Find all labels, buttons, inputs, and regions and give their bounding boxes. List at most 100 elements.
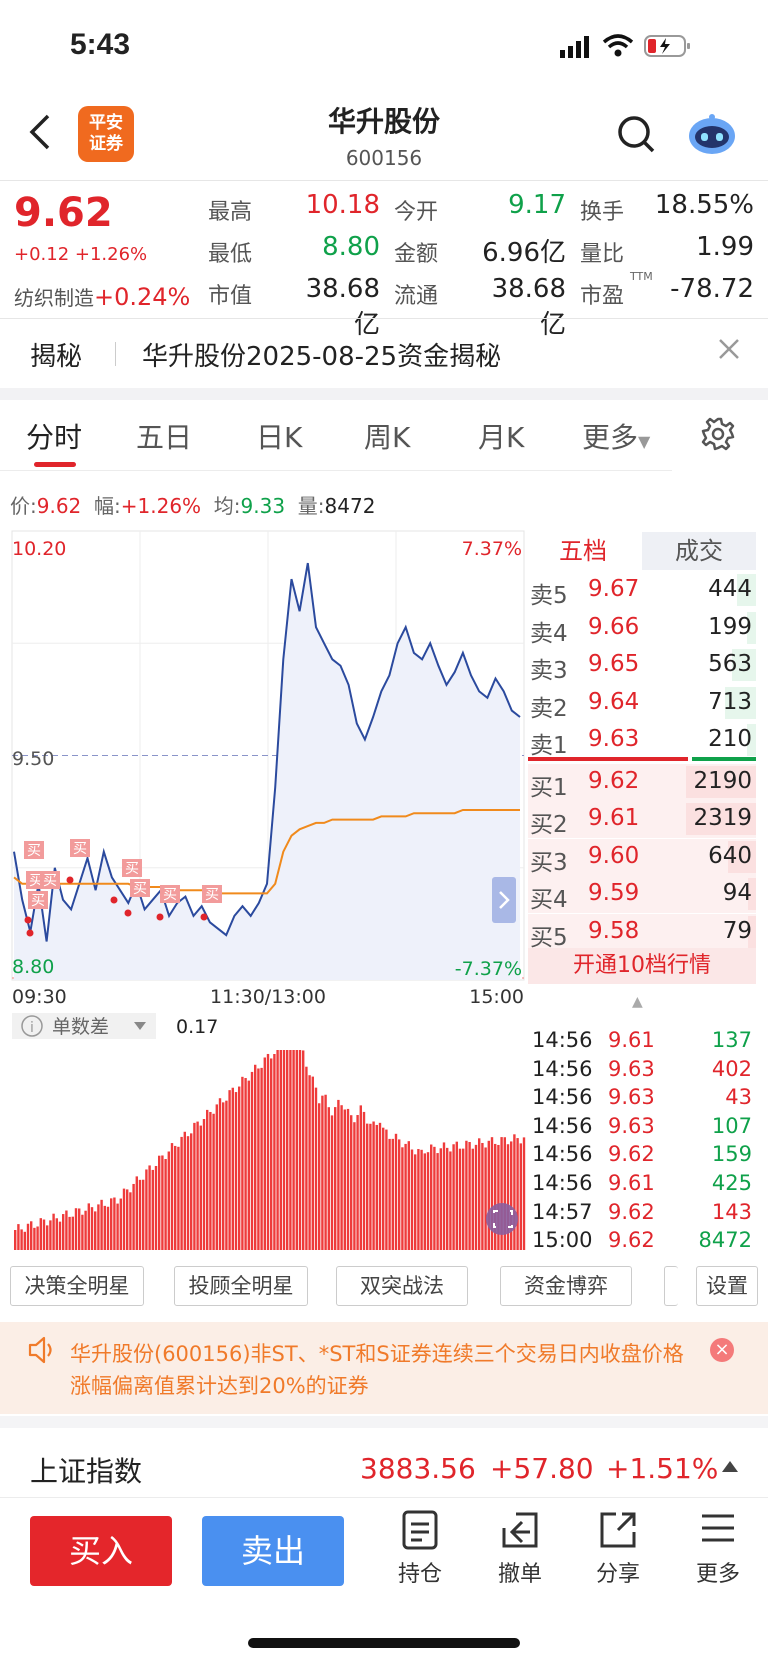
chart-info-line: 价:9.62 幅:+1.26% 均:9.33 量:8472 [10,494,376,518]
tab-more[interactable]: 更多▼ [582,421,651,454]
histogram-bar [270,1058,273,1250]
histogram-bar [132,1183,135,1250]
settings-chip[interactable]: 设置 [696,1266,758,1306]
bid-row[interactable]: 买4 9.59 94 [528,876,756,913]
close-icon[interactable] [714,334,744,364]
tab-daily-k[interactable]: 日K [256,421,303,454]
ask-row[interactable]: 卖4 9.66 199 [528,610,756,647]
sell-button[interactable]: 卖出 [202,1516,344,1586]
ask-row[interactable]: 卖2 9.64 713 [528,685,756,722]
histogram-bar [276,1050,279,1250]
histogram-bar [36,1226,39,1250]
histogram-bar [433,1146,436,1250]
histogram-bar [375,1124,378,1250]
ask-row[interactable]: 卖5 9.67 444 [528,572,756,609]
quote-value: 18.55% [654,190,754,220]
histogram-bar [478,1138,481,1250]
buy-marker-bg [24,841,44,859]
buy-marker-bg [160,885,180,903]
trade-price: 9.62 [608,1142,655,1167]
back-icon[interactable] [22,112,62,152]
bid-row[interactable]: 买1 9.62 2190 [528,763,756,801]
industry-link[interactable]: 纺织制造+0.24% [14,283,191,311]
search-icon[interactable] [616,114,656,154]
section-gap [0,388,768,400]
histogram-bar [55,1218,58,1250]
histogram-bar [343,1109,346,1250]
ttm-label: TTM [630,270,653,283]
notice-text[interactable]: 华升股份(600156)非ST、*ST和S证券连续三个交易日内收盘价格涨幅偏离值… [70,1342,684,1398]
histogram-bar [372,1121,375,1250]
cancel-order-button[interactable]: 撤单 [480,1510,560,1588]
trade-volume: 143 [711,1199,752,1224]
histogram-bar [23,1231,26,1250]
histogram-bar [180,1136,183,1250]
histogram-bar [167,1151,170,1250]
quote-label: 量比 [580,242,625,267]
positions-button[interactable]: 持仓 [380,1510,460,1588]
histogram-bar [212,1113,215,1250]
histogram-bar [430,1144,433,1250]
histogram-bar [353,1122,356,1250]
trade-row: 14:56 9.63 107 [532,1112,756,1140]
histogram-bar [410,1149,414,1250]
histogram-bar [295,1050,298,1250]
trade-price: 9.62 [608,1228,655,1253]
tab-five-day[interactable]: 五日 [136,421,193,454]
gear-icon[interactable] [700,416,736,452]
histogram-bar [305,1066,308,1250]
bid-row[interactable]: 买3 9.60 640 [528,838,756,876]
histogram-bar [423,1153,426,1250]
robot-assistant-icon[interactable] [686,112,738,156]
trade-dot [66,876,74,884]
capital-game-chip[interactable]: 资金博弈 [500,1266,632,1306]
double-break-chip[interactable]: 双突战法 [336,1266,468,1306]
histogram-bar [506,1144,510,1250]
share-button[interactable]: 分享 [578,1510,658,1588]
buy-button[interactable]: 买入 [30,1516,172,1586]
histogram-bar [385,1129,388,1250]
status-time: 5:43 [70,28,131,61]
buy-marker: 买 [28,891,48,909]
open-10-level-button[interactable]: 开通10档行情 [528,948,756,984]
tab-intraday[interactable]: 分时 [26,421,83,454]
histogram-bar [510,1141,513,1250]
histogram-bar [337,1099,340,1250]
tab-five-level[interactable]: 五档 [559,537,607,565]
trade-time: 14:56 [532,1028,593,1052]
histogram-bar [266,1053,270,1250]
level-label: 买2 [530,812,568,838]
intraday-chart[interactable]: 买买买买买买买买买10.209.508.807.37%-7.37%09:30 11… [0,525,528,1260]
more-button[interactable]: 更多 [678,1510,758,1588]
histogram-bar [238,1086,241,1250]
histogram-bar [65,1210,68,1250]
capital-secret-link[interactable]: 华升股份2025-08-25资金揭秘 [142,342,502,372]
trade-volume: 425 [711,1171,752,1195]
bid-row[interactable]: 买2 9.61 2319 [528,801,756,838]
volume-bar [686,765,756,798]
decision-allstar-chip[interactable]: 决策全明星 [10,1266,144,1306]
histogram-bar [388,1138,391,1250]
histogram-bar [116,1203,119,1250]
expand-up-icon[interactable]: ▲ [632,994,643,1010]
histogram-bar [154,1165,158,1250]
tab-trades[interactable]: 成交 [642,532,756,570]
index-name[interactable]: 上证指数 [30,1455,143,1488]
trade-volume: 8472 [698,1228,752,1253]
bid-row[interactable]: 买5 9.58 79 [528,913,756,951]
hidden-chip[interactable] [664,1266,678,1306]
advisor-allstar-chip[interactable]: 投顾全明星 [174,1266,308,1306]
histogram-bar [401,1147,404,1250]
broker-logo: 平安 证券 [78,106,134,162]
tab-weekly-k[interactable]: 周K [364,421,411,454]
tab-monthly-k[interactable]: 月K [478,421,525,454]
ask-row[interactable]: 卖3 9.65 563 [528,647,756,684]
trade-dot [156,913,164,921]
close-icon[interactable]: × [710,1338,734,1362]
histogram-bar [439,1148,442,1250]
expand-up-icon[interactable] [720,1458,740,1474]
histogram-bar [487,1140,490,1250]
histogram-bar [103,1205,106,1250]
ask-row[interactable]: 卖1 9.63 210 [528,722,756,759]
divider [0,318,768,319]
